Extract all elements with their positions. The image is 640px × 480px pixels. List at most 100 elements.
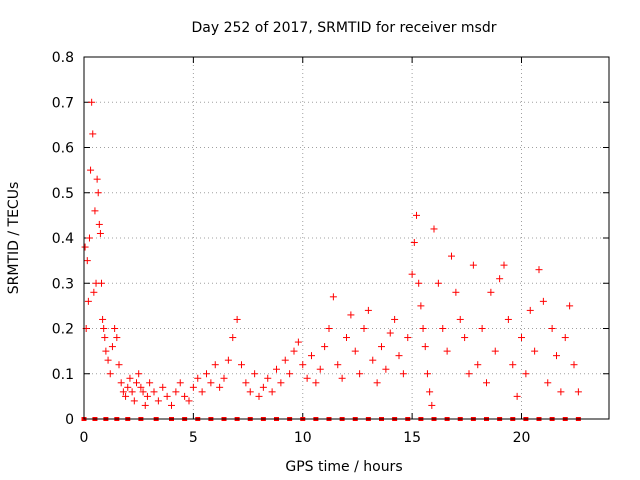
data-point [570, 361, 578, 369]
data-point [150, 388, 158, 396]
data-point [351, 347, 359, 355]
data-point [419, 325, 427, 332]
data-point [220, 374, 228, 382]
data-point [513, 392, 521, 400]
data-point [286, 370, 294, 378]
data-point [469, 261, 477, 269]
axis-ticks: 0 0.1 0.2 0.3 0.4 0.5 0.6 0.7 0.8 0 5 10 15 20 [52, 50, 609, 446]
data-point [85, 234, 93, 242]
data-point [185, 397, 193, 405]
data-point [408, 270, 416, 278]
data-point [421, 343, 429, 351]
x-tick-label: 15 [403, 430, 421, 446]
data-point [115, 361, 123, 369]
data-point [373, 379, 381, 387]
data-point [87, 166, 95, 174]
data-point [574, 388, 582, 396]
data-point [216, 383, 224, 391]
data-point [561, 334, 569, 342]
data-point [478, 325, 486, 332]
data-point [124, 383, 132, 391]
data-point [410, 239, 418, 247]
data-point [95, 220, 103, 228]
y-tick-label: 0.2 [52, 322, 74, 338]
data-point [531, 347, 539, 355]
data-point [548, 325, 556, 332]
data-point [391, 315, 399, 323]
x-tick-label: 10 [294, 430, 312, 446]
data-point [229, 334, 237, 342]
data-point [334, 361, 342, 369]
data-point [94, 189, 102, 197]
data-point [325, 325, 333, 332]
data-point [137, 383, 145, 391]
y-tick-label: 0.4 [52, 231, 74, 247]
data-point [426, 388, 434, 396]
data-point [456, 315, 464, 323]
data-point [143, 392, 151, 400]
data-point [88, 98, 96, 106]
plot-frame [83, 56, 610, 420]
data-point [413, 211, 420, 219]
data-point [329, 293, 337, 301]
y-tick-label: 0.5 [52, 186, 74, 202]
x-tick-label: 5 [189, 430, 198, 446]
data-point [343, 334, 350, 342]
data-point [211, 361, 219, 369]
data-point [83, 257, 91, 265]
data-point [386, 329, 394, 337]
x-axis-label: GPS time / hours [285, 459, 402, 475]
data-point [360, 325, 368, 332]
data-point [224, 356, 232, 364]
data-point [526, 306, 534, 314]
data-point [246, 388, 254, 396]
grid-lines [84, 57, 609, 419]
data-point [557, 388, 565, 396]
chart-title: Day 252 of 2017, SRMTID for receiver msd… [192, 20, 497, 36]
data-point [108, 343, 116, 351]
data-point [238, 361, 245, 369]
data-point [539, 297, 547, 305]
data-point [443, 347, 451, 355]
data-point [395, 352, 403, 360]
data-point [277, 379, 285, 387]
data-point [553, 352, 560, 360]
data-point [96, 229, 104, 237]
data-point [404, 334, 412, 342]
data-point [255, 392, 263, 400]
data-point [566, 302, 574, 310]
data-point [268, 388, 276, 396]
data-point [163, 392, 171, 400]
data-point [172, 388, 180, 396]
data-point [135, 370, 143, 378]
data-point [117, 379, 125, 387]
data-point [133, 379, 140, 387]
data-point [423, 370, 431, 378]
data-point [81, 243, 89, 251]
data-point [434, 279, 442, 287]
data-point [415, 279, 423, 287]
data-point [504, 315, 512, 323]
data-point [141, 401, 149, 409]
data-point [356, 370, 364, 378]
data-point [496, 275, 504, 283]
data-point [308, 352, 315, 360]
data-point [259, 383, 267, 391]
data-point [303, 374, 311, 382]
data-point [452, 288, 460, 296]
data-point [242, 379, 250, 387]
data-point [99, 315, 107, 323]
data-point [483, 379, 490, 387]
data-point [90, 288, 98, 296]
data-point [290, 347, 298, 355]
data-point [299, 361, 307, 369]
data-point [100, 325, 108, 332]
data-point [369, 356, 377, 364]
data-point [89, 130, 97, 138]
data-point [264, 374, 272, 382]
data-point [113, 334, 121, 342]
data-point [181, 392, 189, 400]
data-point [101, 334, 109, 342]
